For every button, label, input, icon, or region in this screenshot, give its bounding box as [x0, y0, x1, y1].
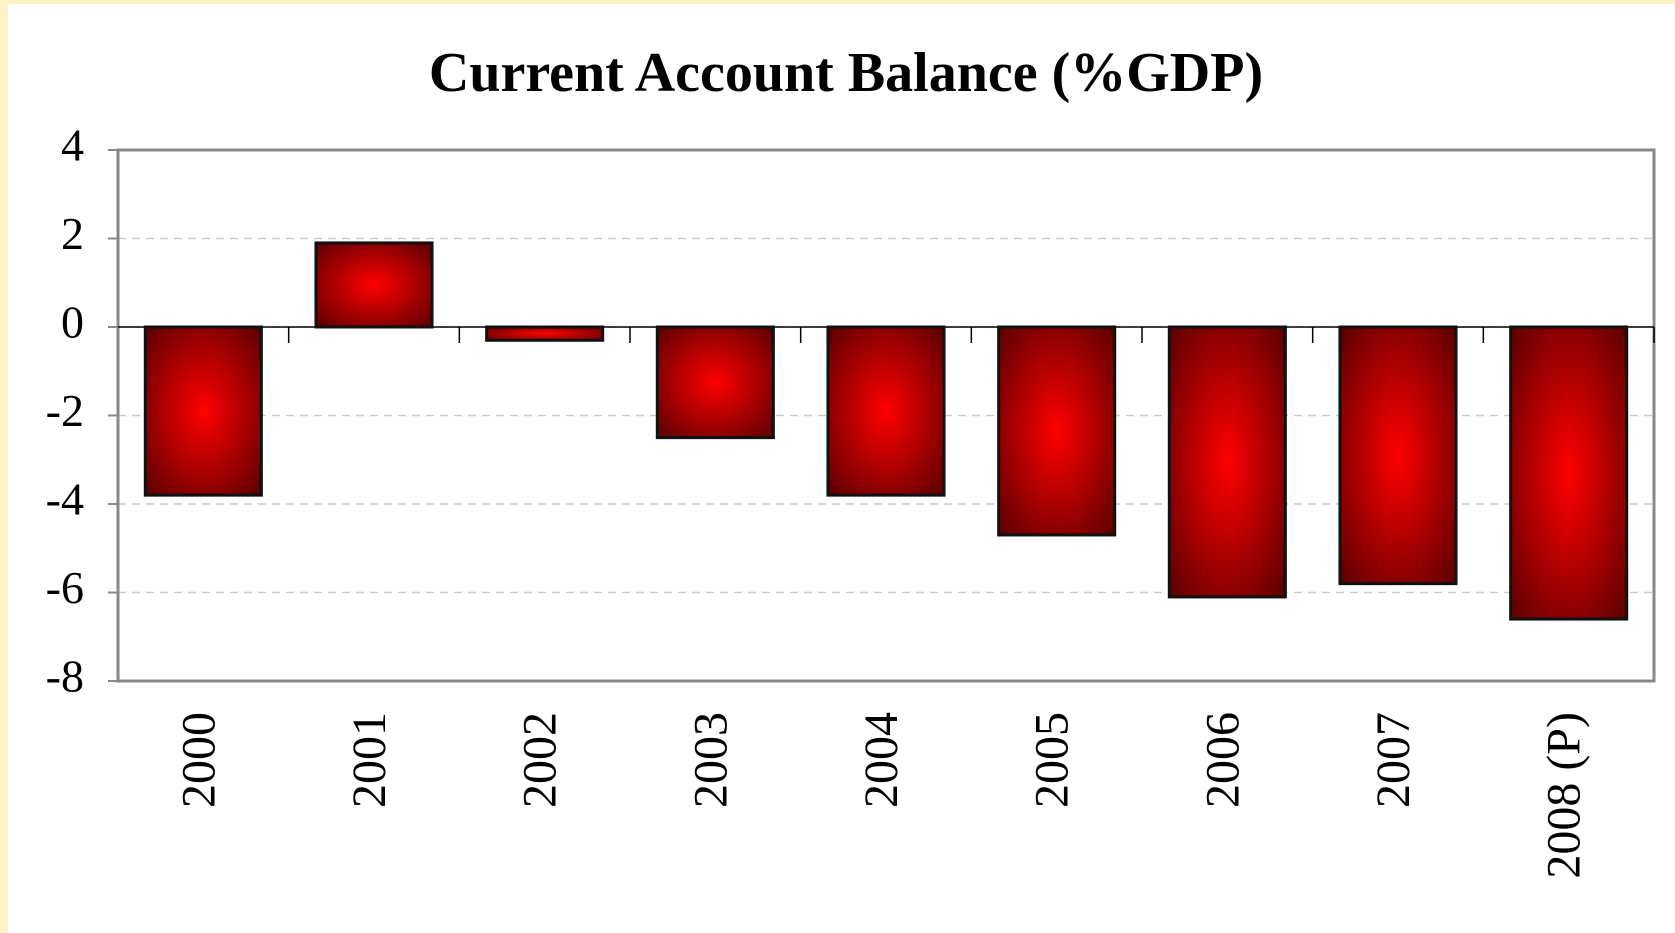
- x-tick-label: 2000: [172, 712, 225, 808]
- y-tick-label: -6: [46, 562, 84, 613]
- y-tick-label: 4: [61, 120, 84, 171]
- x-tick-label: 2007: [1367, 712, 1420, 808]
- x-tick-label: 2002: [514, 712, 567, 808]
- x-tick-label: 2006: [1196, 712, 1249, 808]
- y-tick-label: -4: [46, 474, 84, 525]
- bar: [314, 241, 434, 329]
- bar: [1509, 325, 1629, 621]
- plot-frame: [116, 148, 1656, 683]
- y-tick-label: -8: [46, 651, 84, 702]
- x-tick-label: 2005: [1026, 712, 1079, 808]
- bar: [485, 325, 605, 342]
- bar: [143, 325, 263, 497]
- x-tick-label: 2004: [855, 712, 908, 808]
- y-tick-label: 0: [61, 297, 84, 348]
- bar: [655, 325, 775, 440]
- bar: [1338, 325, 1458, 586]
- y-tick-label: 2: [61, 208, 84, 259]
- bar: [826, 325, 946, 497]
- x-tick-label: 2001: [343, 712, 396, 808]
- x-tick-label: 2003: [684, 712, 737, 808]
- chart-title: Current Account Balance (%GDP): [429, 42, 1263, 104]
- bar: [997, 325, 1117, 537]
- x-tick-label: 2008 (P): [1538, 712, 1591, 879]
- y-tick-label: -2: [46, 385, 84, 436]
- bar: [1167, 325, 1287, 599]
